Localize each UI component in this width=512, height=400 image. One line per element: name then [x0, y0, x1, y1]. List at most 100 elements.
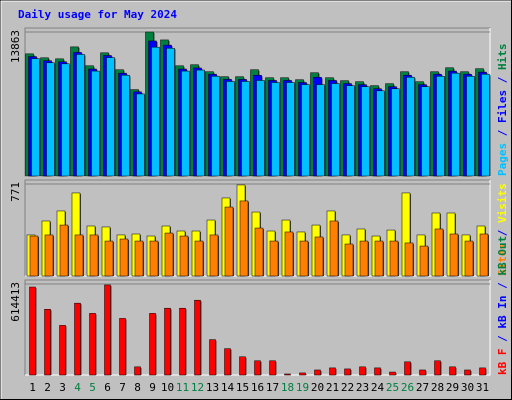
- bar: [299, 372, 306, 376]
- bar: [179, 235, 189, 277]
- bar: [464, 240, 474, 277]
- bar: [331, 83, 340, 177]
- legend-entry: /: [496, 335, 509, 342]
- bar: [134, 366, 141, 376]
- bar: [104, 240, 114, 277]
- bar: [44, 234, 54, 277]
- bar: [301, 84, 310, 177]
- bar: [164, 232, 174, 277]
- bar: [89, 234, 99, 277]
- bar: [74, 234, 84, 277]
- bar: [59, 224, 69, 277]
- bar: [329, 220, 339, 277]
- legend-space: [496, 289, 509, 296]
- legend-entry: Pages: [496, 143, 509, 176]
- x-tick-label: 26: [401, 381, 414, 394]
- x-tick-label: 19: [296, 381, 309, 394]
- bar: [151, 46, 160, 177]
- bar: [166, 47, 175, 177]
- legend: Pages / Files / Hits: [496, 44, 509, 177]
- bar: [164, 307, 171, 376]
- bar: [179, 307, 186, 376]
- bar: [314, 369, 321, 376]
- bar: [284, 373, 291, 376]
- bar: [376, 90, 385, 177]
- bar: [419, 369, 426, 376]
- bar: [194, 240, 204, 277]
- x-tick-label: 10: [161, 381, 174, 394]
- bar: [254, 360, 261, 376]
- bar: [479, 367, 486, 376]
- x-tick-label: 22: [341, 381, 354, 394]
- x-tick-label: 24: [371, 381, 385, 394]
- bar: [149, 313, 156, 376]
- x-tick-label: 4: [74, 381, 81, 394]
- legend-space: [496, 136, 509, 143]
- bar: [391, 88, 400, 177]
- bar: [464, 369, 471, 376]
- bar: [224, 348, 231, 376]
- bar: [241, 81, 250, 177]
- legend-entry: Files: [496, 90, 509, 123]
- legend-entry: /: [496, 76, 509, 83]
- bar: [269, 240, 279, 277]
- legend-entry: kB F: [496, 349, 509, 376]
- legend-entry: /: [496, 229, 509, 236]
- bar: [299, 240, 309, 277]
- bar: [434, 228, 444, 277]
- x-tick-label: 8: [134, 381, 141, 394]
- bar: [449, 233, 459, 277]
- bar: [46, 62, 55, 177]
- legend-entry: /: [496, 282, 509, 289]
- bar: [359, 366, 366, 376]
- x-tick-label: 9: [149, 381, 156, 394]
- bar: [481, 73, 490, 177]
- legend-entry: kB In: [496, 296, 509, 329]
- legend-entry: Sites: [496, 243, 509, 276]
- x-tick-label: 2: [44, 381, 51, 394]
- x-tick-label: 11: [176, 381, 189, 394]
- bar: [449, 366, 456, 376]
- x-tick-label: 18: [281, 381, 294, 394]
- bar: [136, 93, 145, 177]
- legend-space: [496, 329, 509, 336]
- x-tick-label: 21: [326, 381, 339, 394]
- bar: [406, 77, 415, 177]
- bar: [194, 299, 201, 376]
- bar: [329, 367, 336, 376]
- x-tick-label: 5: [89, 381, 96, 394]
- x-tick-label: 14: [221, 381, 235, 394]
- bar: [226, 81, 235, 177]
- x-tick-label: 1: [29, 381, 36, 394]
- bar: [466, 76, 475, 177]
- bar: [271, 82, 280, 177]
- bar: [434, 360, 441, 376]
- legend-entry: kB Out: [496, 236, 509, 276]
- legend-space: [496, 83, 509, 90]
- bar: [29, 235, 39, 277]
- bar: [121, 74, 130, 177]
- bar: [374, 240, 384, 277]
- bar: [389, 371, 396, 376]
- bar: [316, 84, 325, 177]
- legend-entry: /: [496, 129, 509, 136]
- x-tick-label: 23: [356, 381, 369, 394]
- legend-entry: Hits: [496, 44, 509, 71]
- chart-title: Daily usage for May 2024: [18, 8, 177, 21]
- legend-space: [496, 223, 509, 230]
- bar: [256, 80, 265, 177]
- x-tick-label: 28: [431, 381, 444, 394]
- bar: [104, 284, 111, 376]
- bar: [269, 360, 276, 376]
- x-tick-label: 6: [104, 381, 111, 394]
- bar: [31, 58, 40, 177]
- legend-space: [496, 276, 509, 283]
- bar: [119, 318, 126, 376]
- x-tick-label: 3: [59, 381, 66, 394]
- x-tick-label: 17: [266, 381, 279, 394]
- bar: [59, 325, 66, 376]
- bar: [286, 82, 295, 177]
- x-tick-label: 27: [416, 381, 429, 394]
